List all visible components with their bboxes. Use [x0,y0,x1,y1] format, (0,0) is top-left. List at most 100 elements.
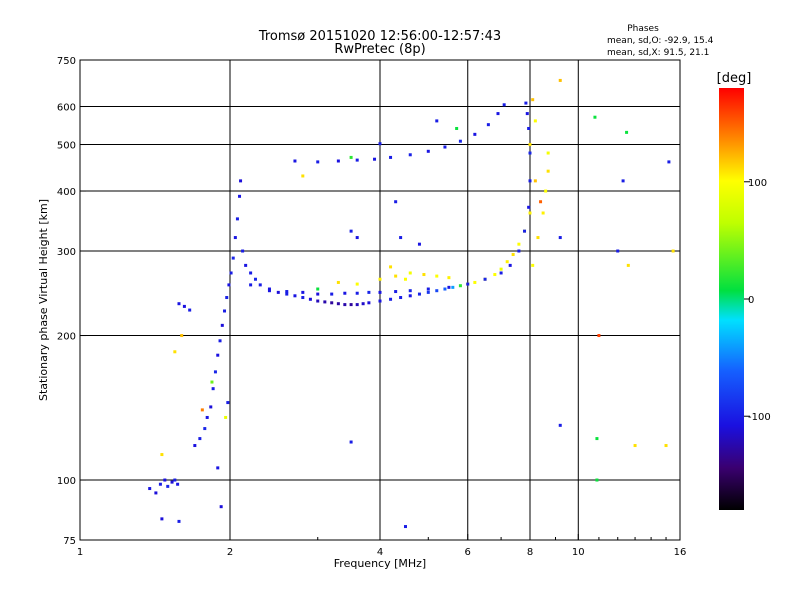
data-point [203,427,207,431]
data-point [316,292,320,296]
data-point [508,263,512,267]
data-point [505,260,509,264]
data-point [595,437,599,441]
data-point [394,290,398,294]
data-point [403,277,407,281]
data-point [616,249,620,253]
data-point [422,273,426,277]
data-point [220,323,224,327]
y-tick-label: 750 [57,56,76,67]
data-point [258,283,262,287]
data-point [394,200,398,204]
data-point [389,155,393,159]
data-point [531,263,535,267]
data-point [443,145,447,149]
data-point [524,101,528,105]
data-point [285,290,289,294]
colorbar-ticks: 100 0 -100 [744,178,771,423]
data-point [223,309,227,313]
data-point [378,142,382,146]
data-point [166,484,170,488]
data-point [455,126,459,130]
data-point [308,297,312,301]
data-point [447,276,451,280]
data-point [330,292,334,296]
data-point [525,112,529,116]
data-point [163,478,167,482]
data-point [408,294,412,298]
data-point [316,287,320,291]
data-point [349,229,353,233]
data-point [502,103,506,107]
data-point [249,271,253,275]
data-point [367,301,371,305]
data-point [343,303,347,307]
data-point [355,282,359,286]
data-point [267,287,271,291]
data-point [528,143,532,147]
data-point [219,505,223,509]
data-point [198,437,202,441]
chart-subtitle: RwPretec (8p) [334,42,425,57]
data-point [367,290,371,294]
data-point [182,304,186,308]
data-point [394,274,398,278]
data-point [301,174,305,178]
data-point [336,280,340,284]
data-point [517,242,521,246]
phases-x-stats: mean, sd,X: 91.5, 21.1 [607,48,709,58]
data-point [403,525,407,529]
data-point [225,296,229,300]
data-point [511,253,515,257]
x-tick-label: 16 [674,547,687,558]
data-point [378,299,382,303]
axis-ticks: 1 2 4 6 8 10 16 75 100 200 300 400 500 600 750 [57,56,686,558]
data-point [435,274,439,278]
data-point [558,78,562,82]
data-point [527,205,531,209]
data-point [621,179,625,183]
data-point [389,297,393,301]
data-point [546,151,550,155]
data-point [336,159,340,163]
data-point [447,285,451,289]
colorbar [719,88,744,510]
data-point [316,160,320,164]
data-point [443,287,447,291]
data-point [633,444,637,448]
y-tick-label: 100 [57,476,76,487]
data-point [558,423,562,427]
data-point [336,302,340,306]
x-tick-label: 6 [465,547,471,558]
data-point [205,415,209,419]
data-point [473,132,477,136]
data-point [466,282,470,286]
chart-title: Tromsø 20151020 12:56:00-12:57:43 [258,29,501,44]
data-point [285,292,289,296]
x-tick-label: 1 [77,547,83,558]
data-point [193,444,197,448]
data-point [426,290,430,294]
data-point [536,236,540,240]
data-point [626,263,630,267]
data-point [160,517,164,521]
data-point [241,249,245,253]
data-point [160,453,164,457]
data-point [399,296,403,300]
data-point [226,401,230,405]
data-point [399,236,403,240]
data-point [486,123,490,127]
data-point [426,149,430,153]
data-point [293,294,297,298]
data-point [517,249,521,253]
data-point [343,291,347,295]
data-point [213,370,217,374]
data-point [210,380,214,384]
plot-area: 1 2 4 6 8 10 16 75 100 200 300 400 500 600 750 [57,56,686,558]
data-point [473,280,477,284]
y-tick-label: 75 [63,536,76,547]
data-point [664,444,668,448]
data-point [239,179,243,183]
data-point [349,155,353,159]
